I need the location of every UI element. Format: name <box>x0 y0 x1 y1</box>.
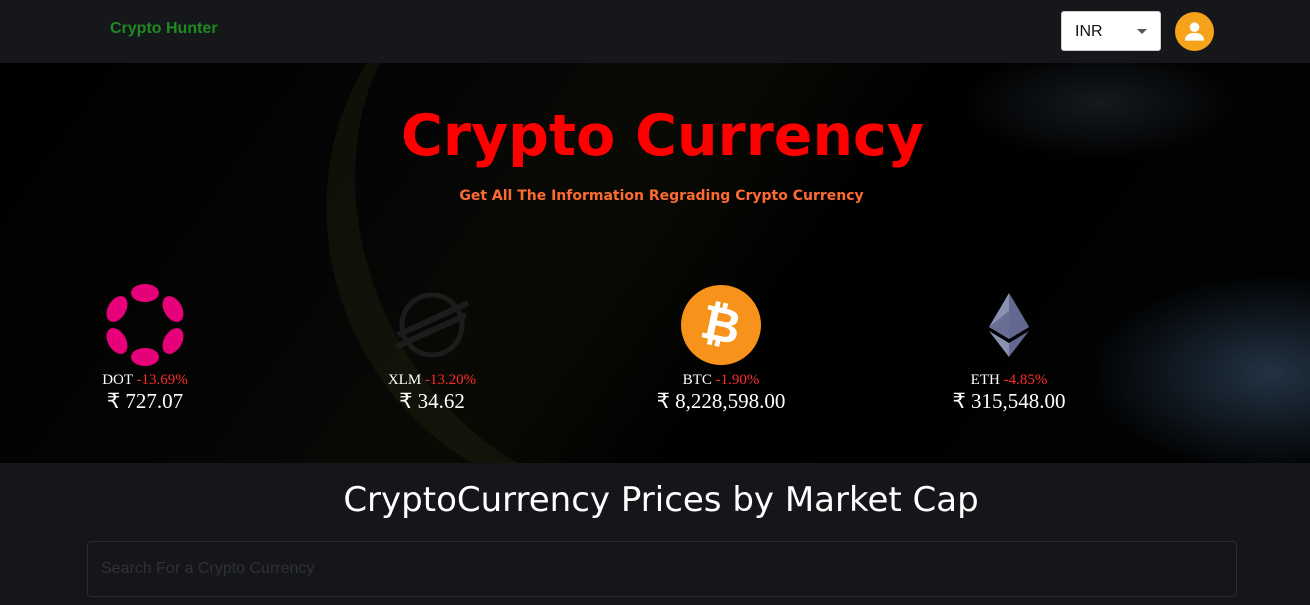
polkadot-icon <box>25 283 265 367</box>
hero-banner: Crypto Currency Get All The Information … <box>0 63 1310 463</box>
brand-logo-text[interactable]: Crypto Hunter <box>110 20 218 37</box>
carousel-coin-eth[interactable]: ETH -4.85% ₹ 315,548.00 <box>889 283 1129 414</box>
app-header: Crypto Hunter INR <box>0 0 1310 63</box>
currency-select-value: INR <box>1075 23 1103 40</box>
coin-symbol: DOT <box>102 372 133 388</box>
chevron-down-icon <box>1137 29 1147 34</box>
user-icon <box>1184 22 1205 41</box>
coin-change: -13.69% <box>136 372 188 388</box>
coin-change: -1.90% <box>715 372 760 388</box>
coin-symbol-change: XLM -13.20% <box>312 372 552 389</box>
coin-symbol-change: BTC -1.90% <box>601 372 841 389</box>
coin-price: ₹ 8,228,598.00 <box>656 389 786 413</box>
coin-price: ₹ 727.07 <box>106 389 184 413</box>
stellar-icon <box>312 283 552 367</box>
section-title: CryptoCurrency Prices by Market Cap <box>343 480 979 520</box>
coin-symbol-change: DOT -13.69% <box>25 372 265 389</box>
coin-symbol: BTC <box>682 372 712 388</box>
carousel-coin-xlm[interactable]: XLM -13.20% ₹ 34.62 <box>312 283 552 414</box>
coin-symbol-change: ETH -4.85% <box>889 372 1129 389</box>
coin-symbol: ETH <box>970 372 1000 388</box>
ethereum-icon <box>889 283 1129 367</box>
coin-symbol: XLM <box>387 372 422 388</box>
hero-title: Crypto Currency <box>401 103 924 169</box>
currency-select[interactable]: INR <box>1061 11 1161 51</box>
coin-change: -4.85% <box>1003 372 1048 388</box>
carousel-coin-dot[interactable]: DOT -13.69% ₹ 727.07 <box>25 283 265 414</box>
coin-price: ₹ 34.62 <box>399 389 465 413</box>
hero-subtitle: Get All The Information Regrading Crypto… <box>459 188 864 204</box>
coin-change: -13.20% <box>424 372 477 388</box>
carousel-coin-btc[interactable]: ₿ BTC -1.90% ₹ 8,228,598.00 <box>601 283 841 414</box>
bitcoin-icon: ₿ <box>601 283 841 367</box>
user-avatar-button[interactable] <box>1175 12 1214 51</box>
coin-price: ₹ 315,548.00 <box>952 389 1066 413</box>
search-input[interactable] <box>87 541 1237 597</box>
